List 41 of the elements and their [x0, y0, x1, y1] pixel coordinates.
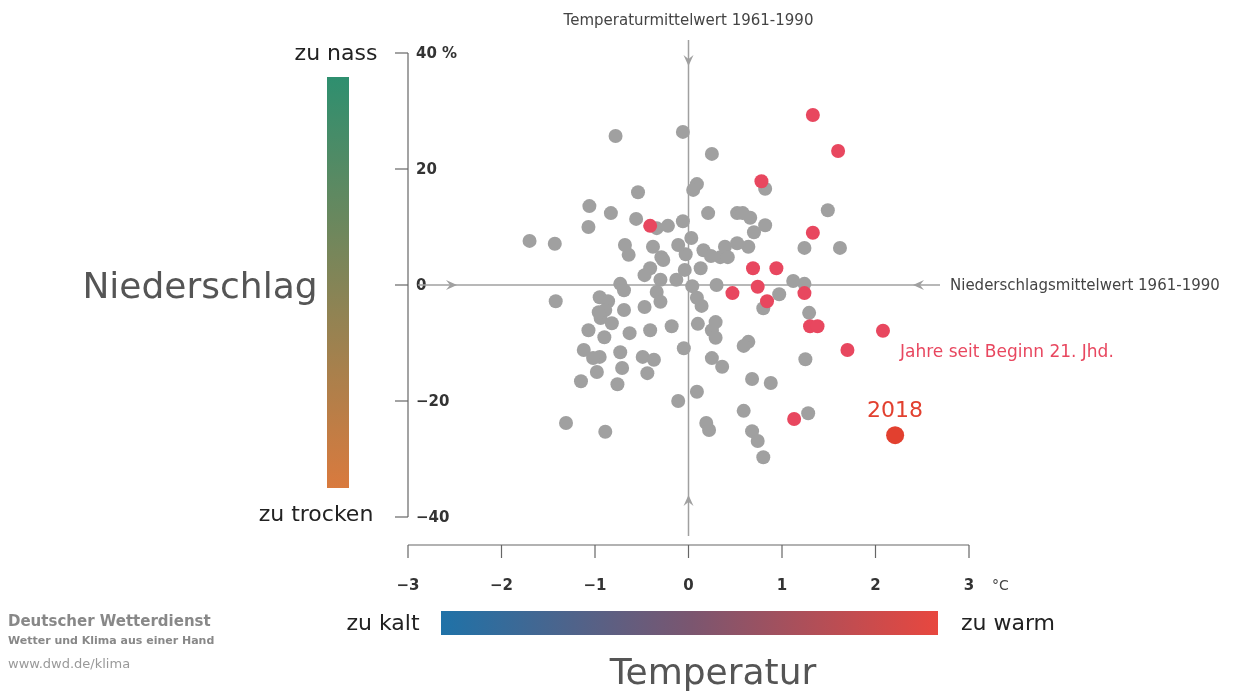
x-tick-label: 0	[683, 576, 694, 594]
x-tick-label: −2	[489, 576, 514, 594]
text: Deutscher Wetterdienst	[8, 612, 211, 630]
ref-line-label: Niederschlagsmittelwert 1961-1990	[950, 276, 1220, 294]
text: °C	[992, 577, 1009, 593]
text: zu kalt	[346, 610, 420, 635]
y-tick-label: 20	[416, 160, 437, 178]
point	[805, 108, 820, 123]
point	[754, 174, 769, 189]
ref-line-label: Temperaturmittelwert 1961-1990	[562, 11, 814, 29]
text: www.dwd.de/klima	[8, 656, 131, 671]
text: Wetter und Klima aus einer Hand	[8, 634, 215, 647]
text: zu trocken	[258, 501, 374, 526]
y-tick-label: 40 %	[416, 44, 458, 62]
point	[725, 286, 740, 301]
point	[760, 294, 775, 309]
point	[750, 279, 765, 294]
y-tick-label: 0	[416, 276, 427, 294]
x-tick-label: 1	[776, 576, 788, 594]
y-tick-label: −20	[416, 392, 450, 410]
point	[886, 426, 905, 445]
text: zu nass	[294, 40, 378, 65]
text: zu warm	[960, 610, 1056, 635]
x-axis-title: Temperatur	[608, 651, 817, 692]
series-label: 2018	[867, 397, 923, 422]
point	[787, 411, 802, 426]
point	[805, 225, 820, 240]
point	[875, 323, 890, 338]
point	[797, 286, 812, 301]
x-tick-label: 2	[870, 576, 881, 594]
y-tick-label: −40	[416, 508, 450, 526]
y-axis-title: Niederschlag	[82, 265, 318, 306]
x-tick-label: −3	[396, 576, 420, 594]
x-tick-label: −1	[583, 576, 607, 594]
series-label: Jahre seit Beginn 21. Jhd.	[899, 341, 1114, 361]
point	[840, 342, 855, 357]
point	[746, 261, 761, 276]
point	[643, 218, 658, 233]
x-tick-label: 3	[963, 576, 975, 594]
point	[831, 144, 846, 159]
point	[769, 261, 784, 276]
